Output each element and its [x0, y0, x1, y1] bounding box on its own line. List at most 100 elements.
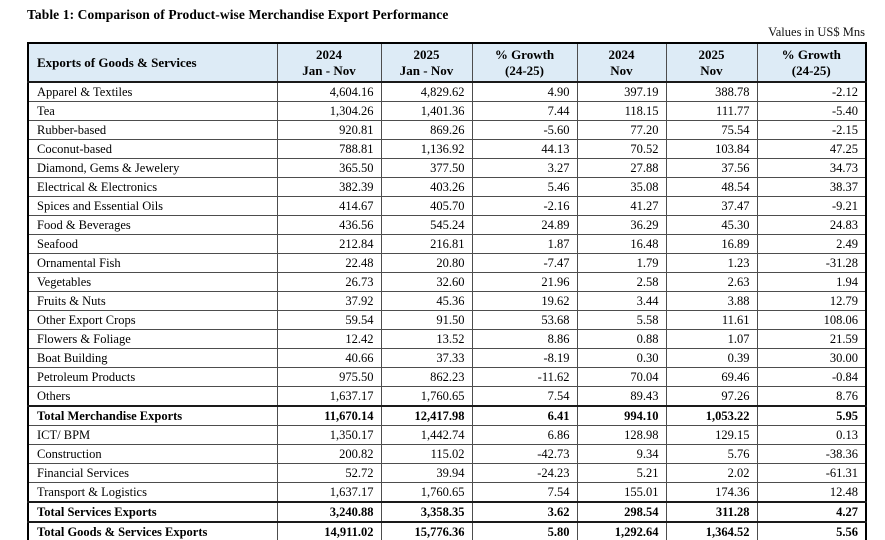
- row-value: 1,304.26: [276, 101, 382, 121]
- row-value: 403.26: [380, 177, 473, 197]
- row-label: ICT/ BPM: [27, 425, 278, 445]
- row-value: 2.02: [665, 463, 758, 483]
- row-value: 975.50: [276, 367, 382, 387]
- row-value: -11.62: [471, 367, 578, 387]
- row-label: Rubber-based: [27, 120, 278, 140]
- table-row: Others 1,637.17 1,760.65 7.54 89.43 97.26 8.76: [27, 386, 867, 407]
- row-value: 11.61: [665, 310, 758, 330]
- row-value: 12.48: [756, 482, 867, 503]
- row-value: 16.48: [576, 234, 667, 254]
- row-value: 5.46: [471, 177, 578, 197]
- row-label: Tea: [27, 101, 278, 121]
- header-growth-nov: % Growth (24-25): [756, 42, 867, 83]
- row-value: 5.21: [576, 463, 667, 483]
- row-value: 1.23: [665, 253, 758, 273]
- row-value: 212.84: [276, 234, 382, 254]
- row-value: 16.89: [665, 234, 758, 254]
- row-value: 27.88: [576, 158, 667, 178]
- row-label: Electrical & Electronics: [27, 177, 278, 197]
- row-value: 0.88: [576, 329, 667, 349]
- row-value: 1,401.36: [380, 101, 473, 121]
- header-exports-label: Exports of Goods & Services: [27, 42, 278, 83]
- row-value: 311.28: [665, 501, 758, 523]
- table-section: Table 1: Comparison of Product-wise Merc…: [27, 7, 867, 540]
- row-label: Transport & Logistics: [27, 482, 278, 503]
- row-value: -38.36: [756, 444, 867, 464]
- row-value: 414.67: [276, 196, 382, 216]
- table-row: Ornamental Fish 22.48 20.80 -7.47 1.79 1.23 -3…: [27, 253, 867, 273]
- row-value: 1.79: [576, 253, 667, 273]
- table-row: Seafood 212.84 216.81 1.87 16.48 16.89 2.49: [27, 234, 867, 254]
- export-performance-table: Exports of Goods & Services 2024 Jan - N…: [27, 42, 867, 540]
- row-value: 40.66: [276, 348, 382, 368]
- row-label: Food & Beverages: [27, 215, 278, 235]
- row-label: Ornamental Fish: [27, 253, 278, 273]
- row-value: 38.37: [756, 177, 867, 197]
- row-value: -7.47: [471, 253, 578, 273]
- row-value: 1,136.92: [380, 139, 473, 159]
- row-value: 13.52: [380, 329, 473, 349]
- table-row: Apparel & Textiles 4,604.16 4,829.62 4.90 39…: [27, 81, 867, 102]
- row-value: 70.04: [576, 367, 667, 387]
- row-value: 862.23: [380, 367, 473, 387]
- row-value: 4.90: [471, 81, 578, 102]
- row-value: 103.84: [665, 139, 758, 159]
- row-value: 89.43: [576, 386, 667, 407]
- row-label: Boat Building: [27, 348, 278, 368]
- row-value: 53.68: [471, 310, 578, 330]
- row-value: -61.31: [756, 463, 867, 483]
- row-value: 36.29: [576, 215, 667, 235]
- row-value: 108.06: [756, 310, 867, 330]
- row-label: Spices and Essential Oils: [27, 196, 278, 216]
- row-label: Others: [27, 386, 278, 407]
- row-value: 4.27: [756, 501, 867, 523]
- row-value: 5.58: [576, 310, 667, 330]
- row-value: -24.23: [471, 463, 578, 483]
- row-value: 1.87: [471, 234, 578, 254]
- row-value: 22.48: [276, 253, 382, 273]
- row-value: 35.08: [576, 177, 667, 197]
- row-value: 869.26: [380, 120, 473, 140]
- row-value: 9.34: [576, 444, 667, 464]
- row-value: -9.21: [756, 196, 867, 216]
- table-row-total: Total Goods & Services Exports 14,911.02 1…: [27, 521, 867, 540]
- table-row: Rubber-based 920.81 869.26 -5.60 77.20 75.54-…: [27, 120, 867, 140]
- row-value: -2.12: [756, 81, 867, 102]
- row-value: -31.28: [756, 253, 867, 273]
- row-value: 30.00: [756, 348, 867, 368]
- header-2024-nov: 2024 Nov: [576, 42, 667, 83]
- row-value: 1,292.64: [576, 521, 667, 540]
- row-value: 1,364.52: [665, 521, 758, 540]
- row-value: 14,911.02: [276, 521, 382, 540]
- row-label: Total Goods & Services Exports: [27, 521, 278, 540]
- row-value: 920.81: [276, 120, 382, 140]
- row-value: 382.39: [276, 177, 382, 197]
- header-2024-jan-nov: 2024 Jan - Nov: [276, 42, 382, 83]
- row-value: 436.56: [276, 215, 382, 235]
- row-label: Financial Services: [27, 463, 278, 483]
- row-value: 12,417.98: [380, 405, 473, 426]
- row-value: 3,358.35: [380, 501, 473, 523]
- row-value: 37.33: [380, 348, 473, 368]
- row-value: 45.30: [665, 215, 758, 235]
- table-row: Diamond, Gems & Jewelery 365.50 377.50 3.27…: [27, 158, 867, 178]
- row-value: 405.70: [380, 196, 473, 216]
- row-value: 118.15: [576, 101, 667, 121]
- row-value: 7.44: [471, 101, 578, 121]
- row-value: 1,637.17: [276, 482, 382, 503]
- row-label: Apparel & Textiles: [27, 81, 278, 102]
- table-row: ICT/ BPM 1,350.17 1,442.74 6.86 128.98 129.15…: [27, 425, 867, 445]
- row-value: 20.80: [380, 253, 473, 273]
- row-value: -0.84: [756, 367, 867, 387]
- table-row: Spices and Essential Oils 414.67 405.70 -2.…: [27, 196, 867, 216]
- row-value: 216.81: [380, 234, 473, 254]
- row-value: 1,442.74: [380, 425, 473, 445]
- row-value: 3,240.88: [276, 501, 382, 523]
- row-value: 45.36: [380, 291, 473, 311]
- table-row: Flowers & Foliage 12.42 13.52 8.86 0.88 1.07 2…: [27, 329, 867, 349]
- row-value: -2.16: [471, 196, 578, 216]
- row-value: 24.89: [471, 215, 578, 235]
- row-value: 39.94: [380, 463, 473, 483]
- row-value: 1,760.65: [380, 386, 473, 407]
